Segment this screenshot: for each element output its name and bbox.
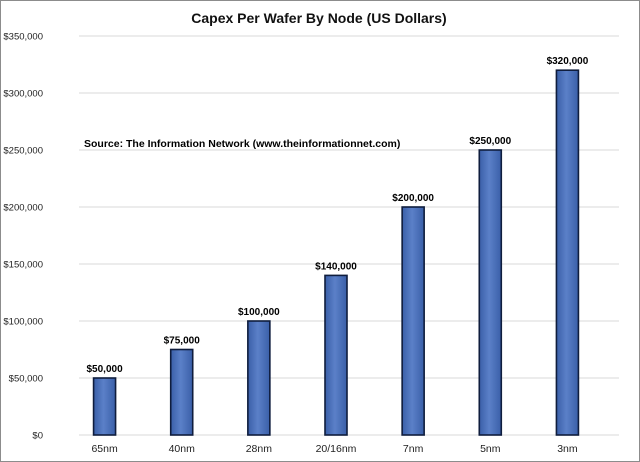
bar-20/16nm — [324, 274, 348, 436]
x-tick-label: 28nm — [246, 443, 273, 455]
y-tick-label: $0 — [32, 431, 43, 442]
x-tick-label: 5nm — [480, 443, 501, 455]
bar-40nm — [169, 348, 194, 436]
x-tick-label: 3nm — [557, 443, 578, 455]
y-tick-label: $200,000 — [3, 203, 43, 214]
bar-28nm — [247, 320, 271, 436]
data-label: $100,000 — [238, 307, 280, 318]
data-label: $50,000 — [86, 364, 123, 375]
data-label: $250,000 — [469, 136, 511, 147]
y-tick-label: $300,000 — [3, 89, 43, 100]
source-annotation: Source: The Information Network (www.the… — [84, 138, 400, 150]
gridlines — [79, 35, 619, 436]
chart-title: Capex Per Wafer By Node (US Dollars) — [191, 10, 446, 26]
data-labels: $50,000 $75,000 $100,000 $140,000 $200,000 $2… — [86, 56, 588, 375]
bars — [92, 69, 580, 436]
x-tick-label: 7nm — [403, 443, 424, 455]
bar-5nm — [478, 149, 503, 436]
y-tick-label: $250,000 — [3, 146, 43, 157]
data-label: $320,000 — [547, 56, 589, 67]
x-tick-label: 40nm — [169, 443, 196, 455]
x-tick-label: 65nm — [91, 443, 118, 455]
data-label: $200,000 — [392, 193, 434, 204]
y-tick-label: $350,000 — [3, 32, 43, 43]
y-axis-ticks: $0 $50,000 $100,000 $150,000 $200,000 $250,00… — [3, 32, 43, 442]
data-label: $75,000 — [164, 336, 201, 347]
bar-7nm — [401, 206, 425, 436]
y-tick-label: $100,000 — [3, 317, 43, 328]
bar-65nm — [92, 377, 117, 436]
x-axis-ticks: 65nm 40nm 28nm 20/16nm 7nm 5nm 3nm — [91, 443, 577, 455]
y-tick-label: $150,000 — [3, 260, 43, 271]
bar-3nm — [555, 69, 580, 436]
x-tick-label: 20/16nm — [316, 443, 357, 455]
y-tick-label: $50,000 — [9, 374, 43, 385]
data-label: $140,000 — [315, 261, 357, 272]
